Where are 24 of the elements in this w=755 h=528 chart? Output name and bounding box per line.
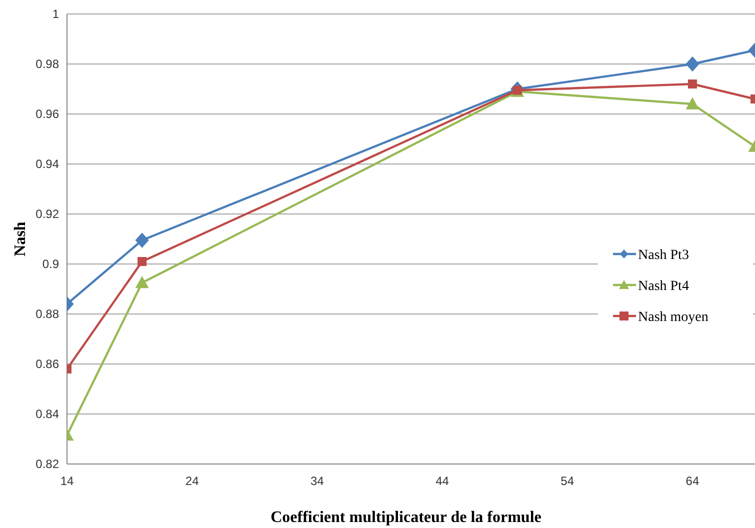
y-tick-label: 0.88 bbox=[36, 307, 60, 322]
x-tick-label: 34 bbox=[310, 474, 324, 488]
point bbox=[688, 80, 697, 88]
x-tick-label: 44 bbox=[436, 474, 450, 488]
y-tick-label: 0.9 bbox=[42, 257, 60, 272]
y-tick-label: 1 bbox=[52, 7, 60, 22]
legend-label: Nash moyen bbox=[638, 310, 708, 325]
y-tick-label: 0.84 bbox=[36, 407, 60, 422]
y-tick-label: 0.82 bbox=[36, 457, 60, 472]
x-tick-label: 64 bbox=[686, 474, 700, 488]
x-tick-label: 14 bbox=[60, 474, 74, 488]
y-tick-label: 0.86 bbox=[36, 357, 60, 372]
point bbox=[686, 97, 700, 110]
y-tick-label: 0.96 bbox=[36, 107, 60, 122]
legend-label: Nash Pt3 bbox=[638, 248, 689, 263]
y-tick-label: 0.94 bbox=[36, 157, 60, 172]
x-axis-title: Coefficient multiplicateur de la formule bbox=[270, 509, 542, 526]
y-tick-label: 0.92 bbox=[36, 207, 60, 222]
x-tick-label: 54 bbox=[560, 474, 574, 488]
legend-label: Nash Pt4 bbox=[638, 278, 689, 294]
y-tick-label: 0.98 bbox=[36, 57, 60, 72]
y-axis-title: Nash bbox=[12, 222, 29, 256]
point bbox=[686, 56, 700, 72]
x-tick-label: 24 bbox=[185, 474, 200, 488]
